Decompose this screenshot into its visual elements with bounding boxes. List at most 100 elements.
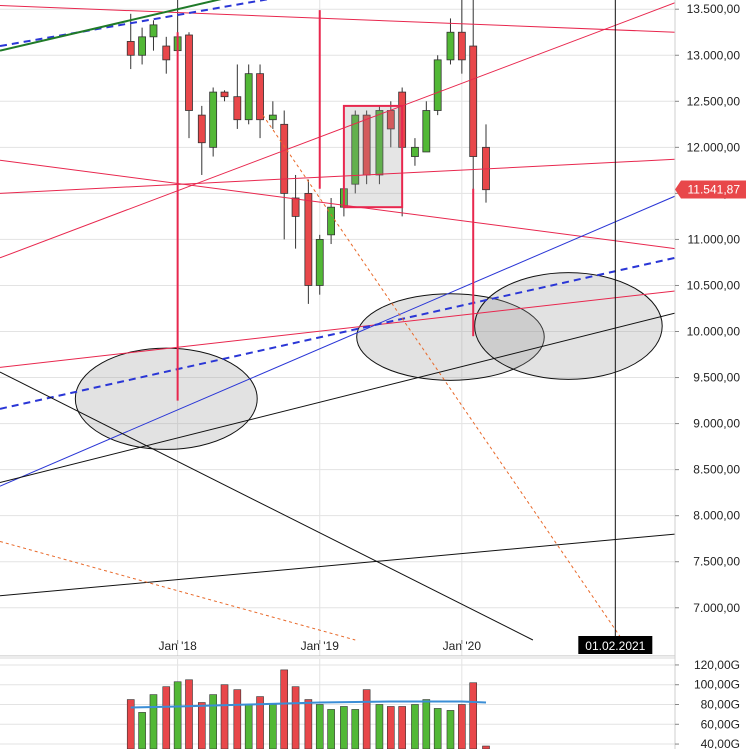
price-tick-label: 9.000,00 <box>693 417 740 431</box>
candle-body <box>315 239 324 286</box>
candle-body <box>256 73 264 121</box>
volume-bar <box>269 704 277 749</box>
candle-body <box>446 31 455 61</box>
volume-bar <box>233 689 242 749</box>
volume-bar <box>469 682 478 749</box>
volume-bar <box>244 704 253 749</box>
volume-tick-label: 60,00G <box>701 717 740 731</box>
trendline <box>0 0 270 48</box>
candle-body <box>268 114 277 121</box>
price-tick-label: 9.500,00 <box>693 371 740 385</box>
volume-bar <box>220 684 229 749</box>
axes: 7.000,00 7.500,00 8.000,00 8.500,00 9.000,00… <box>158 0 746 749</box>
price-tick-label: 8.000,00 <box>693 509 740 523</box>
volume-bar <box>422 699 431 749</box>
volume-bar <box>362 689 371 749</box>
volume-bar <box>458 704 466 749</box>
volume-bar <box>351 709 360 749</box>
time-tick-label: Jan '19 <box>301 639 340 653</box>
candle-body <box>149 24 158 38</box>
trendline <box>0 540 356 641</box>
trendlines <box>0 0 675 641</box>
trendline <box>0 290 675 368</box>
price-tick-label: 10.000,00 <box>687 325 741 339</box>
candle-body <box>457 31 466 61</box>
candle-body <box>244 73 253 121</box>
candle-body <box>411 146 419 157</box>
candle-body <box>375 110 384 176</box>
volume-bar <box>197 702 206 749</box>
candle-body <box>351 114 360 185</box>
volume-bar <box>375 704 384 749</box>
price-tick-label: 7.500,00 <box>693 555 740 569</box>
volume-tick-label: 40,00G <box>701 737 740 749</box>
volume-bar <box>446 710 455 749</box>
ellipse-annotation <box>74 347 258 450</box>
crosshair-date-label: 01.02.2021 <box>585 639 645 653</box>
price-tick-label: 13.000,00 <box>687 48 741 62</box>
candle-body <box>197 114 206 144</box>
volume-bar <box>315 704 324 749</box>
time-tick-label: Jan '18 <box>158 639 197 653</box>
candle-body <box>327 206 336 236</box>
trendline <box>0 533 675 597</box>
price-tick-label: 10.500,00 <box>687 278 741 292</box>
candle-body <box>185 34 193 111</box>
trendline <box>0 2 675 259</box>
last-price-tag <box>675 180 746 199</box>
trendline <box>0 0 222 52</box>
volume-bar <box>162 686 171 749</box>
volume-moving-average <box>130 700 487 709</box>
price-tick-label: 12.000,00 <box>687 140 741 154</box>
volume-tick-label: 100,00G <box>694 678 740 692</box>
ellipse-annotation <box>474 272 663 380</box>
volume-bar <box>327 709 335 749</box>
panel-divider <box>0 656 746 659</box>
price-tick-label: 7.000,00 <box>693 601 740 615</box>
candle-body <box>233 96 242 121</box>
volume-bar <box>138 712 146 749</box>
trendline <box>262 114 623 641</box>
candle-body <box>469 45 478 157</box>
volume-bar <box>291 686 300 749</box>
price-axis-background <box>675 0 746 749</box>
price-tick-label: 8.500,00 <box>693 463 740 477</box>
trendline <box>0 5 675 33</box>
volume-bar <box>411 704 419 749</box>
volume-tick-label: 80,00G <box>701 698 740 712</box>
highlight-rectangle <box>342 104 404 209</box>
trendline <box>0 195 675 487</box>
volume-bar <box>149 694 158 749</box>
candle-body <box>422 110 431 153</box>
candle-body <box>126 41 135 56</box>
candle-body <box>304 192 313 286</box>
volume-bar <box>209 694 217 749</box>
trendline <box>0 312 675 484</box>
volume-panel <box>126 669 490 749</box>
volume-bar <box>340 706 348 749</box>
time-tick-label: Jan '20 <box>443 639 482 653</box>
candle-body <box>138 36 147 56</box>
trendline <box>0 158 675 194</box>
volume-bar <box>185 679 193 749</box>
candle-body <box>433 59 442 111</box>
candle-body <box>220 91 229 98</box>
price-tick-label: 11.000,00 <box>688 232 741 246</box>
candle-body <box>209 91 218 148</box>
volume-bar <box>173 681 182 749</box>
last-price-label: 11.541,87 <box>688 183 741 197</box>
candle-body <box>280 123 289 194</box>
ellipse-annotation <box>356 293 545 381</box>
crosshair-date-box <box>578 636 653 654</box>
trendline <box>0 159 675 250</box>
trendline <box>0 256 675 410</box>
price-tick-label: 13.500,00 <box>687 2 741 16</box>
candle-body <box>162 45 171 61</box>
volume-bar <box>433 708 442 749</box>
volume-bar <box>304 699 313 749</box>
price-tick-label: 12.500,00 <box>687 94 741 108</box>
ellipse-annotations <box>74 272 663 450</box>
volume-bar <box>386 706 395 749</box>
